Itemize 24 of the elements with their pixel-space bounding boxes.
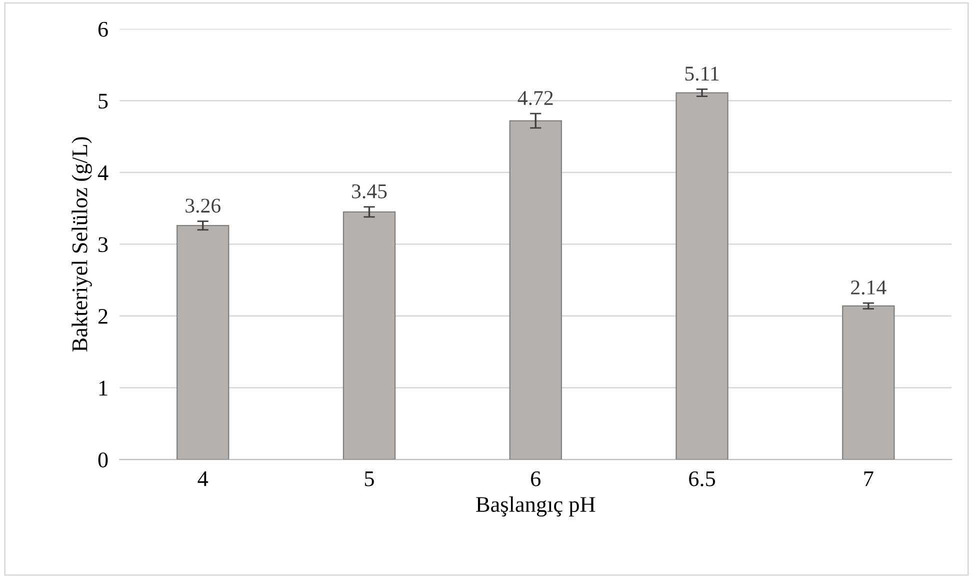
x-tick-label: 6.5 [689, 471, 716, 486]
bar [342, 211, 396, 460]
data-label: 3.26 [186, 198, 220, 213]
x-tick-label: 6 [531, 471, 541, 486]
bar [176, 224, 230, 460]
y-tick-label: 3 [98, 237, 108, 252]
y-tick-label: 2 [98, 308, 108, 324]
x-axis-title: Başlangıç pH [476, 496, 596, 517]
y-tick-label: 6 [98, 22, 108, 37]
x-tick-label: 7 [864, 471, 874, 486]
bar [842, 305, 895, 460]
data-label: 3.45 [352, 184, 387, 198]
y-tick-label: 1 [99, 380, 108, 396]
y-axis-title: Bakteriyel Selüloz (g/L) [72, 137, 92, 352]
x-tick-label: 4 [198, 471, 208, 486]
y-tick-label: 5 [98, 94, 108, 109]
bar [676, 92, 728, 460]
bar [509, 120, 562, 460]
data-label: 5.11 [685, 66, 719, 81]
y-tick-label: 4 [98, 166, 108, 180]
data-label: 2.14 [851, 280, 886, 295]
data-label: 4.72 [518, 91, 553, 106]
y-tick-label: 0 [98, 452, 108, 468]
x-tick-label: 5 [364, 471, 374, 486]
